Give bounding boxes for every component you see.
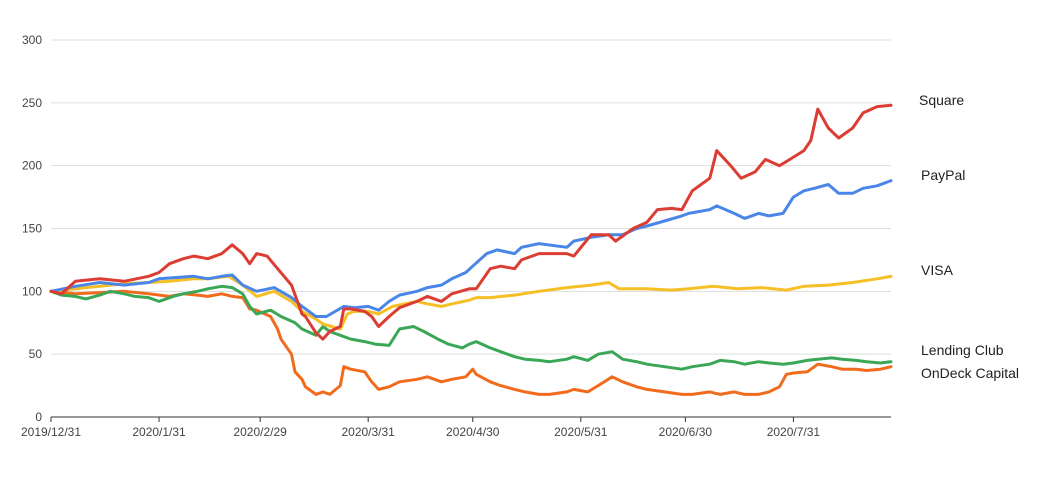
- x-tick-label: 2019/12/31: [21, 425, 81, 439]
- series-line-square: [49, 103, 893, 341]
- series-label-paypal: PayPal: [921, 167, 965, 183]
- x-tick-label: 2020/5/31: [554, 425, 608, 439]
- series-line-ondeck-capital: [49, 289, 893, 396]
- y-tick-label: 50: [29, 347, 43, 361]
- y-axis-ticks: 0 50 100 150 200 250 300: [22, 33, 42, 424]
- x-axis-ticks: 2019/12/31 2020/1/31 2020/2/29 2020/3/31 202…: [21, 417, 820, 439]
- x-tick-label: 2020/2/29: [233, 425, 287, 439]
- series-line-lending-club: [49, 284, 893, 371]
- y-tick-label: 300: [22, 33, 42, 47]
- x-tick-label: 2020/4/30: [446, 425, 500, 439]
- x-tick-label: 2020/1/31: [132, 425, 186, 439]
- series-line-paypal: [49, 179, 893, 318]
- y-tick-label: 250: [22, 96, 42, 110]
- series-lines: [49, 103, 893, 396]
- y-tick-label: 100: [22, 284, 42, 298]
- series-label-lending-club: Lending Club: [921, 342, 1004, 358]
- x-tick-label: 2020/6/30: [659, 425, 713, 439]
- y-tick-label: 200: [22, 159, 42, 173]
- series-labels: Square PayPal VISA Lending Club OnDeck Capit…: [919, 92, 1019, 381]
- y-tick-label: 150: [22, 222, 42, 236]
- y-tick-label: 0: [35, 410, 42, 424]
- series-line-visa: [49, 274, 893, 331]
- x-tick-label: 2020/3/31: [341, 425, 395, 439]
- series-label-ondeck-capital: OnDeck Capital: [921, 365, 1019, 381]
- gridlines: [51, 39, 891, 355]
- x-tick-label: 2020/7/31: [767, 425, 821, 439]
- series-label-square: Square: [919, 92, 964, 108]
- series-label-visa: VISA: [921, 262, 954, 278]
